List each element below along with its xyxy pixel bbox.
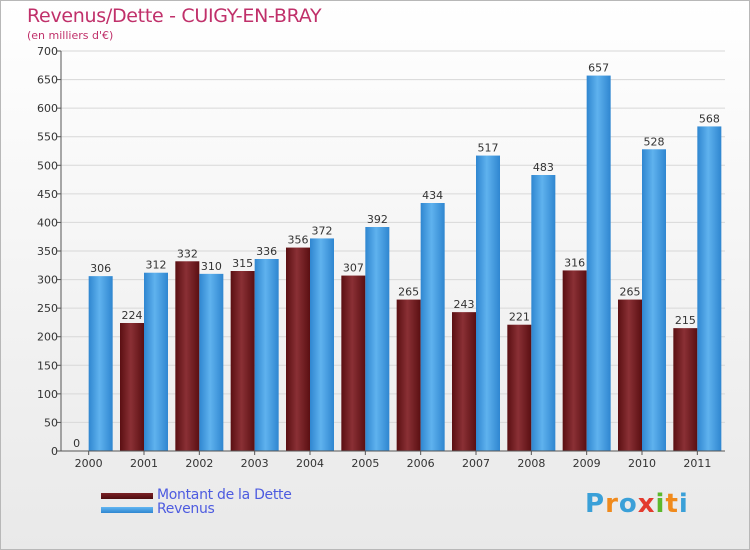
data-label-dette-2004: 356: [288, 234, 309, 247]
bar-dette-2011: [673, 328, 698, 451]
y-tick-label: 350: [37, 245, 58, 258]
bar-revenus-2004: [310, 238, 334, 451]
data-label-revenus-2010: 528: [644, 135, 665, 148]
bar-revenus-2002: [199, 273, 224, 451]
bar-dette-2007: [452, 312, 476, 451]
data-label-revenus-2005: 392: [367, 213, 388, 226]
y-tick-label: 300: [37, 274, 58, 287]
bar-dette-2005: [341, 275, 366, 451]
data-label-dette-2011: 215: [675, 314, 696, 327]
bar-revenus-2006: [420, 203, 445, 451]
x-tick-label: 2004: [296, 457, 324, 470]
y-tick-label: 600: [37, 102, 58, 115]
legend-swatch-dette: [101, 493, 153, 499]
bar-revenus-2003: [254, 259, 279, 451]
bar-revenus-2010: [642, 149, 666, 452]
data-label-revenus-2006: 434: [422, 189, 443, 202]
y-tick-label: 100: [37, 388, 58, 401]
bar-dette-2002: [175, 261, 200, 451]
x-tick-label: 2006: [407, 457, 435, 470]
chart-subtitle: (en milliers d'€): [27, 29, 114, 42]
proxiti-logo: Proxiti: [585, 489, 689, 519]
data-label-dette-2006: 265: [398, 286, 419, 299]
bar-revenus-2007: [476, 155, 500, 452]
legend-label-dette: Montant de la Dette: [157, 487, 292, 503]
bar-dette-2006: [396, 299, 421, 451]
bar-dette-2001: [120, 323, 144, 451]
data-label-revenus-2002: 310: [201, 260, 222, 273]
legend-swatch-revenus: [101, 507, 153, 513]
x-axis: 2000 2001 2002 2003 2004 2005 2006 2007 2008 2009…: [75, 451, 711, 470]
y-tick-label: 150: [37, 359, 58, 372]
bar-revenus-2011: [697, 126, 722, 451]
data-label-dette-2007: 243: [454, 298, 475, 311]
data-label-dette-2003: 315: [232, 257, 253, 270]
data-label-revenus-2001: 312: [146, 259, 167, 272]
bar-revenus-2001: [144, 272, 168, 451]
data-label-revenus-2011: 568: [699, 112, 720, 125]
x-tick-label: 2011: [683, 457, 711, 470]
chart-title: Revenus/Dette - CUIGY-EN-BRAY: [27, 5, 322, 27]
bar-dette-2008: [507, 324, 532, 451]
x-tick-label: 2003: [241, 457, 269, 470]
data-label-dette-2000: 0: [73, 437, 80, 450]
data-label-revenus-2000: 306: [90, 262, 111, 275]
x-tick-label: 2001: [130, 457, 158, 470]
legend-label-revenus: Revenus: [157, 501, 215, 517]
y-tick-label: 0: [51, 445, 58, 458]
y-tick-label: 650: [37, 74, 58, 87]
y-tick-label: 250: [37, 302, 58, 315]
bar-dette-2010: [618, 299, 642, 451]
y-axis: 0 50 100 150 200 250 300 350 400 450 500 550 600 650 7…: [37, 45, 61, 458]
bar-revenus-2008: [531, 175, 556, 451]
x-tick-label: 2009: [573, 457, 601, 470]
y-tick-label: 400: [37, 216, 58, 229]
bar-dette-2009: [562, 270, 587, 451]
x-tick-label: 2005: [351, 457, 379, 470]
y-tick-label: 700: [37, 45, 58, 58]
y-tick-label: 500: [37, 159, 58, 172]
data-label-revenus-2003: 336: [256, 245, 277, 258]
x-tick-label: 2010: [628, 457, 656, 470]
data-label-dette-2001: 224: [122, 309, 143, 322]
y-tick-label: 200: [37, 331, 58, 344]
grid-lines: [61, 50, 725, 452]
bar-dette-2004: [286, 247, 310, 451]
bar-revenus-2005: [365, 227, 390, 451]
x-tick-label: 2008: [517, 457, 545, 470]
data-label-dette-2009: 316: [564, 256, 585, 269]
x-tick-label: 2002: [185, 457, 213, 470]
data-label-revenus-2007: 517: [478, 142, 499, 155]
x-tick-label: 2007: [462, 457, 490, 470]
data-label-dette-2010: 265: [620, 286, 641, 299]
data-label-dette-2002: 332: [177, 247, 198, 260]
bar-revenus-2009: [586, 75, 611, 452]
data-label-revenus-2008: 483: [533, 161, 554, 174]
x-tick-label: 2000: [75, 457, 103, 470]
y-tick-label: 450: [37, 188, 58, 201]
data-label-revenus-2009: 657: [588, 62, 609, 75]
bar-dette-2003: [230, 271, 255, 451]
y-tick-label: 50: [44, 416, 58, 429]
data-label-dette-2008: 221: [509, 311, 530, 324]
bar-revenus-2000: [88, 276, 113, 451]
y-tick-label: 550: [37, 131, 58, 144]
data-label-dette-2005: 307: [343, 262, 364, 275]
data-label-revenus-2004: 372: [312, 224, 333, 237]
